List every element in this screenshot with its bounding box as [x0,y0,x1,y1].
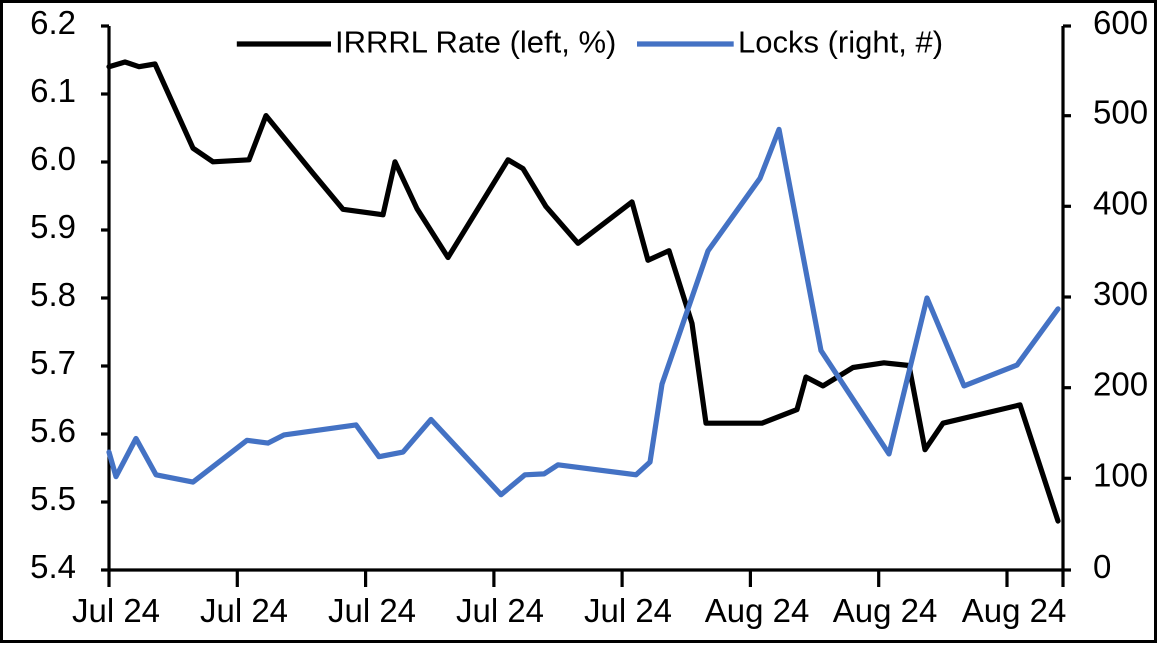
svg-text:500: 500 [1093,94,1148,131]
svg-text:Jul 24: Jul 24 [328,592,416,629]
svg-text:300: 300 [1093,275,1148,312]
svg-text:Jul 24: Jul 24 [584,592,672,629]
svg-text:Aug 24: Aug 24 [962,592,1067,629]
svg-text:6.1: 6.1 [30,72,76,109]
svg-text:Jul 24: Jul 24 [72,592,160,629]
svg-text:600: 600 [1093,4,1148,41]
svg-text:0: 0 [1093,548,1111,585]
svg-text:200: 200 [1093,366,1148,403]
svg-text:Jul 24: Jul 24 [456,592,544,629]
svg-text:Jul 24: Jul 24 [200,592,288,629]
svg-text:Locks (right, #): Locks (right, #) [738,25,943,60]
svg-text:5.9: 5.9 [30,208,76,245]
svg-text:400: 400 [1093,184,1148,221]
svg-text:100: 100 [1093,456,1148,493]
svg-text:6.2: 6.2 [30,4,76,41]
svg-text:Aug 24: Aug 24 [833,592,938,629]
svg-text:6.0: 6.0 [30,140,76,177]
svg-text:5.6: 5.6 [30,412,76,449]
svg-text:5.5: 5.5 [30,480,76,517]
svg-text:IRRRL Rate (left, %): IRRRL Rate (left, %) [335,25,616,60]
svg-text:Aug 24: Aug 24 [705,592,810,629]
svg-text:5.7: 5.7 [30,344,76,381]
svg-text:5.8: 5.8 [30,276,76,313]
svg-text:5.4: 5.4 [30,548,76,585]
